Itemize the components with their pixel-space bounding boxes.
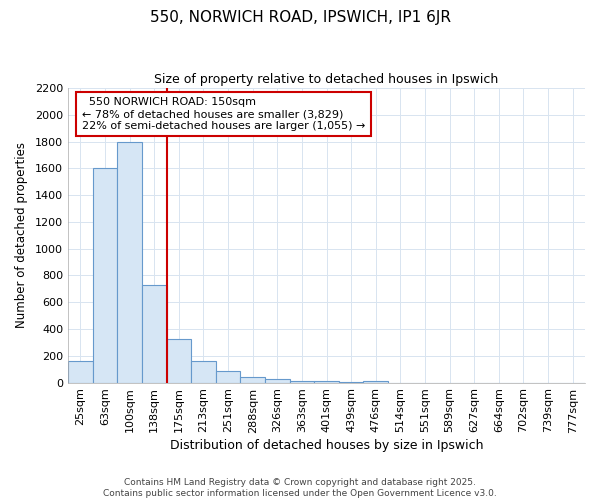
Bar [216,370,241,382]
Bar [191,361,216,382]
Title: Size of property relative to detached houses in Ipswich: Size of property relative to detached ho… [154,72,499,86]
Bar [265,379,290,382]
Bar [142,285,167,382]
X-axis label: Distribution of detached houses by size in Ipswich: Distribution of detached houses by size … [170,440,483,452]
Bar [314,380,339,382]
Y-axis label: Number of detached properties: Number of detached properties [15,142,28,328]
Text: 550 NORWICH ROAD: 150sqm  
← 78% of detached houses are smaller (3,829)
22% of s: 550 NORWICH ROAD: 150sqm ← 78% of detach… [82,98,365,130]
Bar [241,376,265,382]
Text: 550, NORWICH ROAD, IPSWICH, IP1 6JR: 550, NORWICH ROAD, IPSWICH, IP1 6JR [149,10,451,25]
Bar [167,339,191,382]
Bar [92,168,117,382]
Bar [364,380,388,382]
Bar [68,361,92,382]
Bar [290,380,314,382]
Bar [117,142,142,382]
Text: Contains HM Land Registry data © Crown copyright and database right 2025.
Contai: Contains HM Land Registry data © Crown c… [103,478,497,498]
